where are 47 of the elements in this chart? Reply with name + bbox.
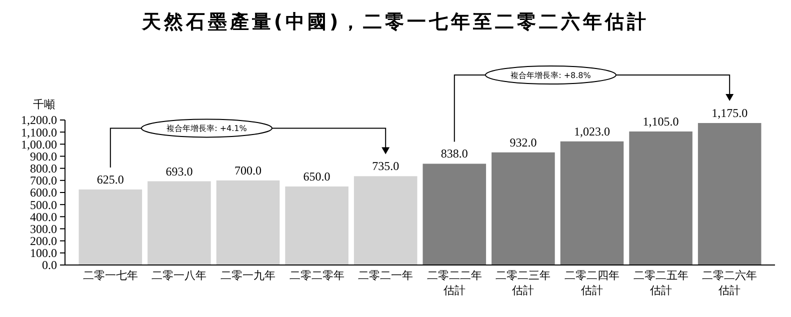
x-tick-label: 二零二四年估計	[564, 269, 620, 297]
data-label: 735.0	[372, 159, 400, 174]
y-tick-label: 400.0	[30, 210, 57, 224]
bar	[78, 189, 142, 265]
x-tick-label: 二零二二年估計	[426, 269, 482, 297]
x-tick-label: 二零二零年	[289, 269, 344, 282]
data-label: 693.0	[166, 164, 193, 178]
y-tick-label: 700.0	[30, 174, 57, 188]
data-label: 650.0	[303, 169, 330, 184]
y-tick-label: 900.0	[30, 149, 57, 164]
x-tick-label: 二零一七年	[82, 269, 138, 282]
bar	[422, 164, 486, 265]
annotation: 複合年增長率: +4.1%	[166, 124, 248, 133]
bar	[492, 152, 555, 265]
data-label: 932.0	[510, 135, 537, 150]
y-axis-title: 千噸	[33, 98, 55, 111]
data-label: 700.0	[234, 163, 262, 178]
y-tick-label: 1,00.00	[21, 137, 57, 152]
data-label: 1,105.0	[642, 114, 679, 128]
x-tick-label: 二零二六年估計	[702, 269, 758, 297]
x-tick-label: 二零二三年估計	[496, 269, 551, 297]
x-tick-label: 二零一九年	[220, 269, 276, 282]
y-tick-label: 200.0	[30, 234, 57, 248]
data-label: 1,175.0	[712, 106, 748, 120]
y-tick-label: 500.0	[30, 198, 57, 212]
bar	[629, 131, 692, 265]
x-tick-label: 二零一八年	[152, 269, 207, 282]
bar	[560, 141, 624, 265]
bar	[354, 176, 418, 265]
x-tick-label: 二零二一年	[358, 269, 414, 282]
bar	[216, 180, 280, 265]
x-tick-label: 二零二五年估計	[633, 269, 688, 297]
data-label: 838.0	[440, 146, 468, 161]
text: 複合年增長率: +8.8%	[510, 70, 592, 80]
data-label: 1,023.0	[574, 124, 610, 138]
chart-title: 天然石墨產量(中國)，二零一七年至二零二六年估計	[140, 11, 650, 33]
y-tick-label: 800.0	[30, 162, 57, 176]
bar	[148, 181, 211, 265]
y-tick-label: 1,200.0	[21, 113, 57, 128]
y-tick-label: 300.0	[30, 222, 57, 236]
y-tick-label: 0.0	[42, 258, 57, 272]
y-tick-label: 600.0	[30, 186, 57, 200]
bar	[698, 123, 762, 265]
y-tick-label: 100.0	[30, 246, 57, 260]
data-label: 625.0	[96, 172, 124, 186]
bar	[285, 186, 348, 265]
y-tick-label: 1,100.0	[21, 125, 57, 140]
